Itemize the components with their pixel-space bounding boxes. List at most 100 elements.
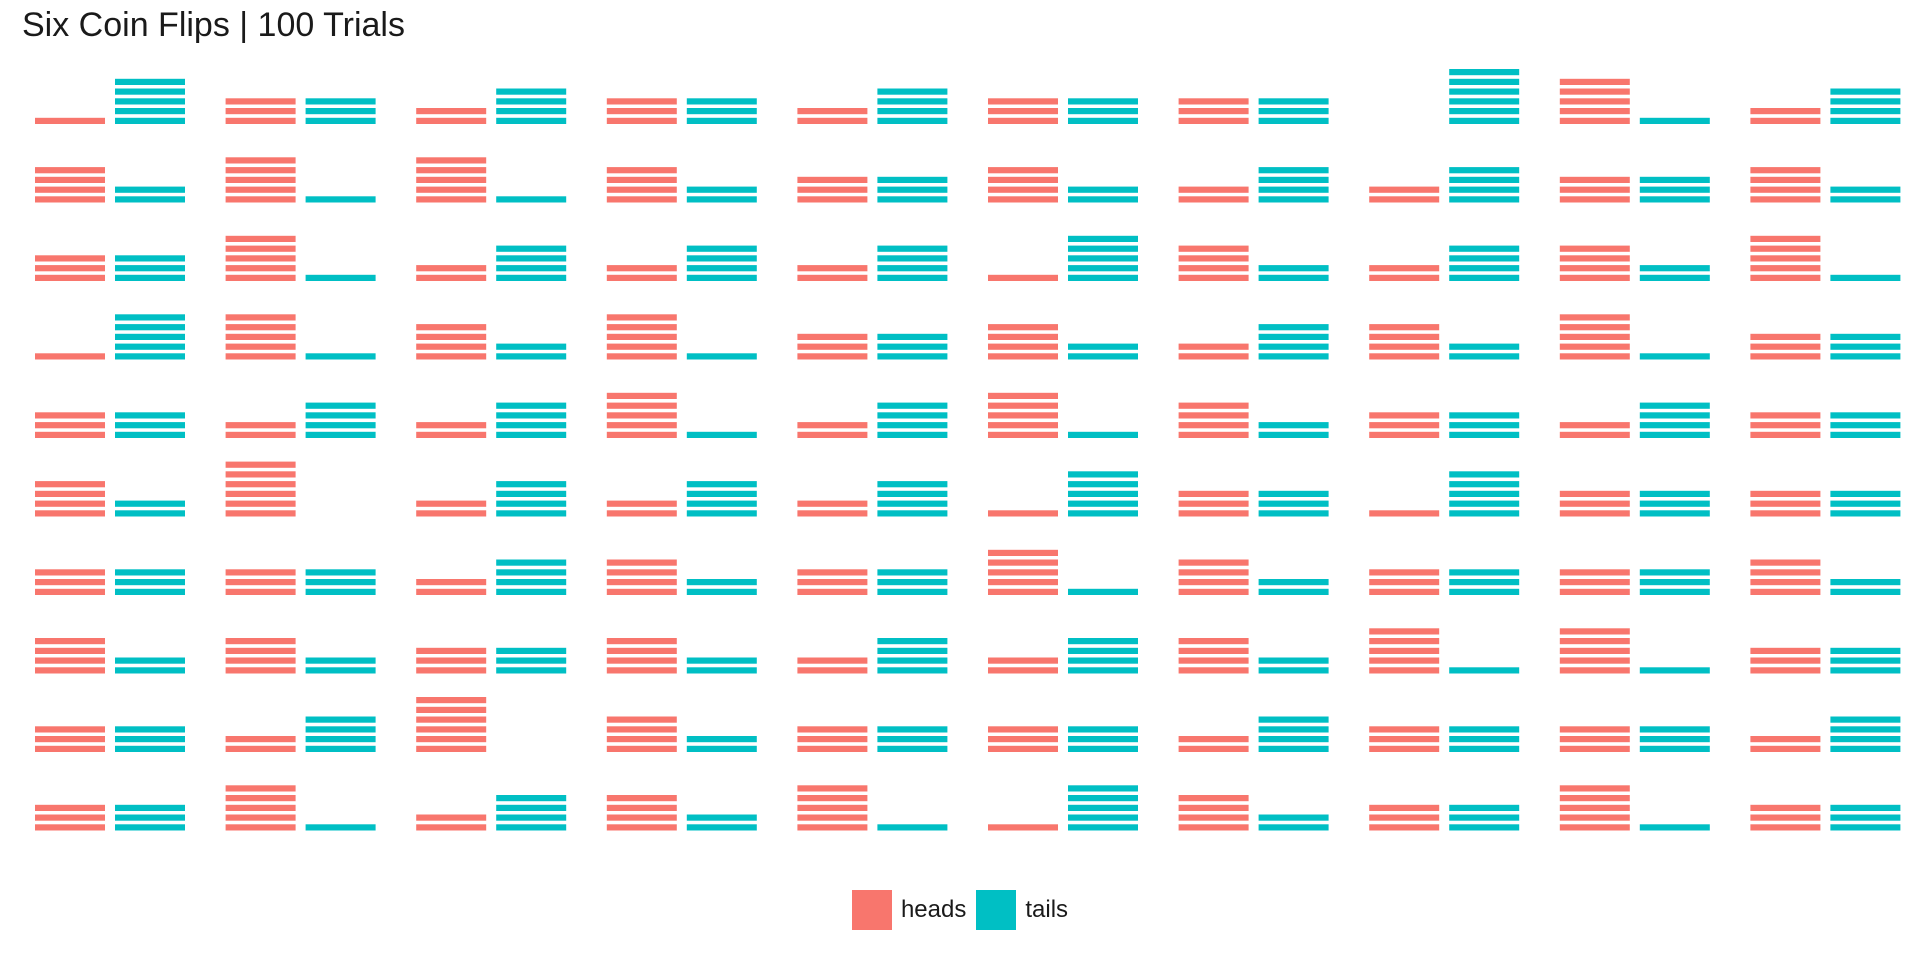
tails-unit bbox=[686, 824, 757, 831]
heads-unit bbox=[225, 736, 296, 743]
heads-unit bbox=[1750, 579, 1821, 586]
tails-unit bbox=[686, 490, 757, 497]
heads-unit bbox=[1369, 186, 1440, 193]
tails-unit bbox=[1449, 255, 1520, 262]
heads-unit bbox=[1559, 824, 1630, 831]
tails-unit bbox=[1830, 579, 1901, 586]
tails-unit bbox=[1068, 647, 1138, 654]
trial-panel-64 bbox=[606, 559, 757, 595]
tails-unit bbox=[496, 657, 567, 664]
heads-unit bbox=[606, 569, 677, 576]
heads-unit bbox=[1559, 795, 1630, 802]
tails-unit bbox=[115, 412, 185, 419]
tails-unit bbox=[115, 343, 185, 350]
heads-unit bbox=[1369, 431, 1440, 438]
heads-unit bbox=[225, 98, 296, 105]
heads-unit bbox=[225, 157, 296, 164]
tails-unit bbox=[115, 569, 185, 576]
tails-unit bbox=[1639, 667, 1710, 674]
tails-unit bbox=[496, 510, 567, 517]
tails-unit bbox=[1068, 510, 1138, 517]
heads-unit bbox=[225, 490, 296, 497]
trial-panel-99 bbox=[1559, 785, 1710, 831]
tails-unit bbox=[1258, 343, 1329, 350]
heads-unit bbox=[1750, 824, 1821, 831]
heads-unit bbox=[1369, 736, 1440, 743]
heads-unit bbox=[606, 745, 677, 752]
tails-unit bbox=[1449, 726, 1520, 733]
heads-unit bbox=[606, 716, 677, 723]
heads-unit bbox=[416, 333, 487, 340]
heads-unit bbox=[1559, 255, 1630, 262]
heads-unit bbox=[1369, 804, 1440, 811]
trial-panel-41 bbox=[35, 412, 185, 438]
trial-panel-12 bbox=[225, 157, 376, 203]
tails-unit bbox=[115, 117, 185, 124]
heads-unit bbox=[35, 657, 105, 664]
tails-unit bbox=[1258, 108, 1329, 115]
tails-unit bbox=[1258, 98, 1329, 105]
tails-unit bbox=[686, 588, 757, 595]
heads-unit bbox=[988, 667, 1058, 674]
legend: heads tails bbox=[0, 888, 1920, 932]
tails-unit bbox=[305, 402, 376, 409]
heads-unit bbox=[1559, 117, 1630, 124]
heads-unit bbox=[416, 108, 487, 115]
legend-item-tails: tails bbox=[976, 890, 1068, 930]
heads-unit bbox=[1178, 814, 1249, 821]
heads-unit bbox=[1369, 353, 1440, 360]
heads-unit bbox=[416, 697, 487, 704]
heads-unit bbox=[1559, 422, 1630, 429]
tails-unit bbox=[115, 431, 185, 438]
heads-unit bbox=[1750, 235, 1821, 242]
tails-unit bbox=[1258, 490, 1329, 497]
tails-unit bbox=[1639, 588, 1710, 595]
tails-unit bbox=[1639, 824, 1710, 831]
trial-panel-36 bbox=[988, 324, 1138, 360]
heads-unit bbox=[797, 804, 868, 811]
tails-unit bbox=[1258, 353, 1329, 360]
trial-panel-10 bbox=[1750, 88, 1901, 124]
heads-unit bbox=[35, 481, 105, 488]
trial-panel-27 bbox=[1178, 245, 1329, 281]
trial-panel-85 bbox=[797, 726, 948, 752]
tails-unit bbox=[1068, 235, 1138, 242]
tails-unit bbox=[1639, 745, 1710, 752]
heads-unit bbox=[606, 795, 677, 802]
tails-unit bbox=[1068, 667, 1138, 674]
heads-unit bbox=[416, 343, 487, 350]
heads-unit bbox=[606, 186, 677, 193]
trial-panel-43 bbox=[416, 402, 567, 438]
heads-unit bbox=[1178, 804, 1249, 811]
heads-unit bbox=[225, 235, 296, 242]
heads-unit bbox=[606, 324, 677, 331]
tails-unit bbox=[1258, 745, 1329, 752]
tails-unit bbox=[1068, 108, 1138, 115]
tails-unit bbox=[686, 736, 757, 743]
heads-unit bbox=[225, 167, 296, 174]
trial-panel-50 bbox=[1750, 412, 1901, 438]
tails-unit bbox=[686, 245, 757, 252]
trial-panel-4 bbox=[606, 98, 757, 124]
tails-unit bbox=[877, 657, 948, 664]
tails-unit bbox=[115, 196, 185, 203]
heads-unit bbox=[1559, 108, 1630, 115]
heads-unit bbox=[35, 647, 105, 654]
tails-unit bbox=[1830, 98, 1901, 105]
tails-unit bbox=[1449, 117, 1520, 124]
tails-unit bbox=[1639, 736, 1710, 743]
tails-unit bbox=[115, 274, 185, 281]
heads-unit bbox=[225, 117, 296, 124]
heads-unit bbox=[1559, 274, 1630, 281]
heads-unit bbox=[416, 745, 487, 752]
heads-unit bbox=[1750, 647, 1821, 654]
heads-unit bbox=[606, 265, 677, 272]
tails-unit bbox=[1068, 98, 1138, 105]
heads-unit bbox=[1178, 638, 1249, 645]
heads-unit bbox=[797, 726, 868, 733]
heads-unit bbox=[1750, 588, 1821, 595]
heads-unit bbox=[606, 647, 677, 654]
heads-unit bbox=[416, 588, 487, 595]
tails-unit bbox=[1830, 108, 1901, 115]
heads-unit bbox=[1750, 412, 1821, 419]
